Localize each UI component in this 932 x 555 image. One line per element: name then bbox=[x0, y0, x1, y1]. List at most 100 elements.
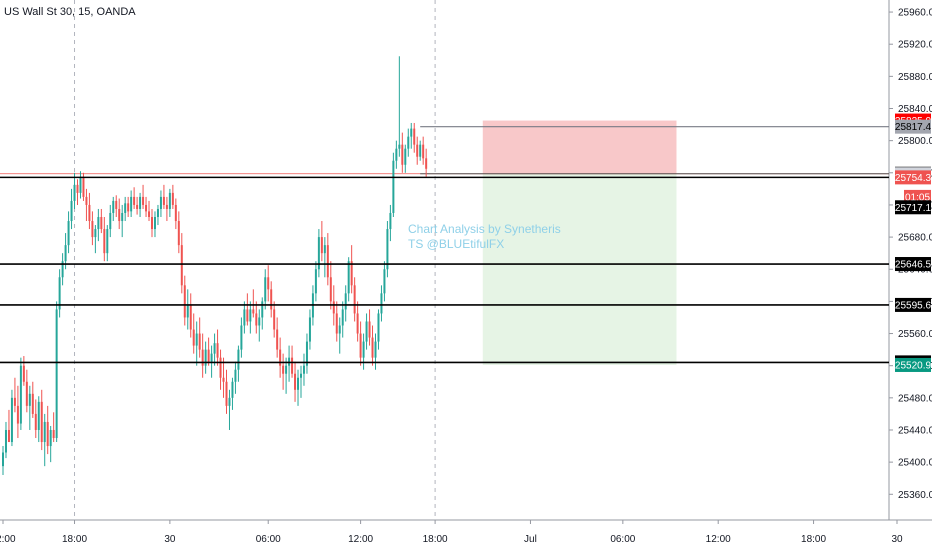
candle-body bbox=[246, 309, 249, 322]
candle-body bbox=[10, 397, 13, 443]
candle bbox=[258, 309, 261, 342]
candle bbox=[264, 269, 267, 310]
candle bbox=[37, 396, 40, 443]
candle bbox=[204, 341, 207, 374]
candle-body bbox=[109, 212, 112, 230]
candle-body bbox=[267, 277, 270, 290]
candle-body bbox=[61, 261, 64, 278]
candle-body bbox=[335, 313, 338, 334]
candle-body bbox=[273, 309, 276, 330]
candle-body bbox=[234, 369, 237, 382]
candle bbox=[183, 275, 186, 326]
candle-body bbox=[264, 277, 267, 302]
candle bbox=[159, 190, 162, 218]
candle bbox=[380, 285, 383, 322]
candle-body bbox=[37, 401, 40, 430]
candle bbox=[46, 405, 49, 455]
candle-body bbox=[371, 337, 374, 358]
candle bbox=[22, 356, 25, 386]
candle bbox=[219, 349, 222, 390]
candle bbox=[294, 361, 297, 402]
y-tick-label: 25440.0 bbox=[898, 425, 932, 436]
candle-body bbox=[34, 413, 37, 430]
candle bbox=[261, 297, 264, 330]
candle-body bbox=[297, 377, 300, 390]
candle-body bbox=[127, 203, 130, 212]
candle-body bbox=[291, 357, 294, 374]
candle-body bbox=[52, 429, 55, 439]
candle-body bbox=[67, 221, 70, 246]
candle-body bbox=[180, 245, 183, 286]
candle-body bbox=[422, 144, 425, 159]
candle bbox=[25, 369, 28, 413]
candle bbox=[115, 195, 118, 218]
candle bbox=[276, 317, 279, 358]
candle-body bbox=[40, 401, 43, 443]
candle-body bbox=[341, 309, 344, 326]
candle-body bbox=[389, 212, 392, 230]
candle bbox=[85, 188, 88, 222]
candle-body bbox=[153, 217, 156, 230]
candle-body bbox=[16, 405, 19, 424]
candle bbox=[43, 413, 46, 467]
candle-body bbox=[118, 208, 121, 222]
x-tick-label: 12:00 bbox=[706, 534, 731, 545]
candle bbox=[305, 333, 308, 374]
candle-body bbox=[174, 204, 177, 222]
x-tick-label: 18:00 bbox=[801, 534, 826, 545]
candle bbox=[97, 208, 100, 242]
candle-body bbox=[317, 237, 320, 270]
candle bbox=[302, 353, 305, 386]
candle bbox=[252, 289, 255, 318]
candle-body bbox=[13, 397, 16, 406]
candle bbox=[124, 196, 127, 222]
candle bbox=[103, 217, 106, 262]
candle-body bbox=[329, 277, 332, 302]
candle-body bbox=[88, 204, 91, 222]
price-label-box bbox=[895, 119, 931, 134]
y-tick-label: 25400.0 bbox=[898, 458, 932, 469]
candle-body bbox=[279, 349, 282, 366]
candle bbox=[52, 412, 55, 443]
candle-body bbox=[4, 429, 7, 453]
candle bbox=[165, 196, 168, 222]
candle bbox=[162, 184, 165, 209]
candle bbox=[350, 245, 353, 294]
candle-body bbox=[2, 452, 4, 467]
candle-body bbox=[326, 245, 329, 278]
candle bbox=[64, 233, 67, 270]
candle-body bbox=[270, 289, 273, 310]
candle bbox=[88, 192, 91, 230]
candle-body bbox=[419, 144, 422, 157]
candle bbox=[413, 122, 416, 153]
candle-body bbox=[383, 269, 386, 294]
candle bbox=[243, 301, 246, 334]
candle-body bbox=[28, 393, 31, 406]
candle-body bbox=[171, 192, 174, 205]
y-tick-label: 25960.0 bbox=[898, 8, 932, 19]
candle bbox=[314, 261, 317, 302]
candle bbox=[326, 233, 329, 286]
candle bbox=[153, 211, 156, 238]
price-label-text: 25717.1 bbox=[895, 203, 932, 214]
candle-body bbox=[413, 128, 416, 145]
candle bbox=[285, 357, 288, 394]
candle bbox=[127, 196, 130, 218]
x-tick-label: 12:00 bbox=[348, 534, 373, 545]
candle-body bbox=[362, 341, 365, 358]
candle-body bbox=[82, 176, 85, 197]
candle-body bbox=[195, 333, 198, 346]
candle bbox=[237, 345, 240, 382]
candle bbox=[70, 188, 73, 230]
candle-body bbox=[240, 325, 243, 350]
take-profit-zone bbox=[482, 173, 677, 365]
candle-body bbox=[353, 285, 356, 314]
price-label-box bbox=[895, 257, 931, 272]
candle bbox=[377, 309, 380, 350]
candle-body bbox=[228, 397, 231, 406]
candle bbox=[249, 301, 252, 334]
candle bbox=[425, 148, 428, 177]
candle bbox=[359, 321, 362, 366]
